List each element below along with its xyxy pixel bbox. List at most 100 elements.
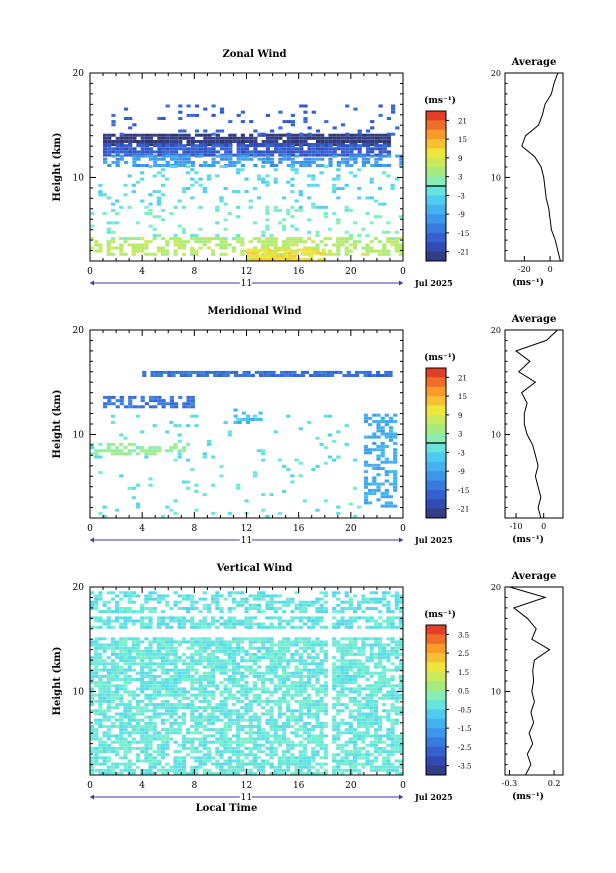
heatmap-cell <box>284 254 289 258</box>
heatmap-cell <box>388 435 394 439</box>
heatmap-cell <box>367 374 372 377</box>
heatmap-cell <box>206 625 212 629</box>
heatmap-cell <box>234 374 239 377</box>
heatmap-cell <box>144 740 149 744</box>
heatmap-cell <box>269 652 274 656</box>
heatmap-cell <box>186 154 191 158</box>
heatmap-cell <box>376 485 381 489</box>
heatmap-cell <box>110 652 116 656</box>
heatmap-cell <box>265 703 270 707</box>
heatmap-cell <box>323 461 328 465</box>
heatmap-cell <box>227 768 232 772</box>
heatmap-cell <box>169 421 174 424</box>
heatmap-cell <box>313 248 318 252</box>
heatmap-cell <box>311 625 316 629</box>
heatmap-cell <box>369 196 374 200</box>
heatmap-cell <box>128 126 133 130</box>
heatmap-cell <box>320 150 325 154</box>
heatmap-cell <box>127 690 132 694</box>
heatmap-cell <box>302 765 307 769</box>
heatmap-cell <box>336 728 341 732</box>
heatmap-cell <box>219 703 224 707</box>
heatmap-cell <box>290 693 295 697</box>
heatmap-cell <box>165 243 170 247</box>
heatmap-cell <box>307 765 312 769</box>
heatmap-cell <box>332 765 337 769</box>
heatmap-cell <box>332 136 337 140</box>
heatmap-cell <box>173 659 178 663</box>
heatmap-cell <box>110 725 116 728</box>
heatmap-cell <box>157 399 162 403</box>
heatmap-cell <box>269 493 274 497</box>
heatmap-cell <box>140 706 145 710</box>
heatmap-cell <box>179 370 184 374</box>
heatmap-cell <box>286 240 291 244</box>
heatmap-cell <box>219 252 224 256</box>
heatmap-cell <box>265 136 270 140</box>
heatmap-cell <box>206 740 212 744</box>
heatmap-cell <box>215 746 220 750</box>
heatmap-cell <box>302 750 307 754</box>
heatmap-cell <box>127 725 132 728</box>
heatmap-cell <box>273 594 278 598</box>
heatmap-cell <box>206 637 212 641</box>
heatmap-cell <box>111 140 116 143</box>
heatmap-cell <box>206 693 212 697</box>
heatmap-cell <box>384 473 389 477</box>
heatmap-cell <box>373 681 378 685</box>
heatmap-cell <box>391 132 396 136</box>
heatmap-cell <box>378 765 383 769</box>
heatmap-cell <box>398 734 403 738</box>
heatmap-cell <box>140 171 145 175</box>
heatmap-cell <box>286 750 291 754</box>
heatmap-cell <box>252 597 257 601</box>
heatmap-cell <box>98 709 103 713</box>
heatmap-cell <box>302 690 307 694</box>
heatmap-cell <box>144 243 149 247</box>
heatmap-cell <box>380 445 385 448</box>
heatmap-cell <box>110 414 116 418</box>
heatmap-cell <box>106 646 111 650</box>
heatmap-cell <box>277 743 282 747</box>
heatmap-cell <box>261 493 266 497</box>
heatmap-cell <box>269 706 274 710</box>
heatmap-cell <box>177 452 182 456</box>
heatmap-cell <box>219 649 224 653</box>
heatmap-cell <box>340 768 345 772</box>
heatmap-cell <box>140 668 145 672</box>
heatmap-cell <box>323 607 328 610</box>
heatmap-cell <box>332 696 337 700</box>
heatmap-cell <box>165 734 170 738</box>
heatmap-cell <box>374 136 379 140</box>
heatmap-cell <box>160 637 166 641</box>
heatmap-cell <box>249 120 254 124</box>
heatmap-cell <box>382 674 387 678</box>
heatmap-cell <box>248 718 253 722</box>
heatmap-cell <box>227 625 232 629</box>
heatmap-cell <box>106 591 111 595</box>
heatmap-cell <box>206 659 212 663</box>
heatmap-cell <box>157 117 162 120</box>
heatmap-cell <box>373 625 378 629</box>
heatmap-cell <box>186 662 191 666</box>
heatmap-cell <box>115 753 120 757</box>
heatmap-cell <box>298 474 303 478</box>
heatmap-cell <box>265 687 270 691</box>
heatmap-cell <box>252 474 257 478</box>
heatmap-cell <box>398 743 403 747</box>
heatmap-cell <box>152 640 157 644</box>
heatmap-cell <box>102 718 107 722</box>
heatmap-cell <box>269 693 274 697</box>
heatmap-cell <box>386 221 391 225</box>
heatmap-cell <box>336 511 341 515</box>
heatmap-cell <box>307 681 312 685</box>
heatmap-cell <box>131 762 136 766</box>
heatmap-cell <box>315 147 321 151</box>
heatmap-cell <box>103 133 108 137</box>
heatmap-cell <box>148 753 153 757</box>
heatmap-cell <box>219 750 224 754</box>
y-tick-label: 20 <box>73 326 85 336</box>
heatmap-cell <box>345 153 350 157</box>
heatmap-cell <box>244 740 249 744</box>
heatmap-cell <box>211 709 216 713</box>
